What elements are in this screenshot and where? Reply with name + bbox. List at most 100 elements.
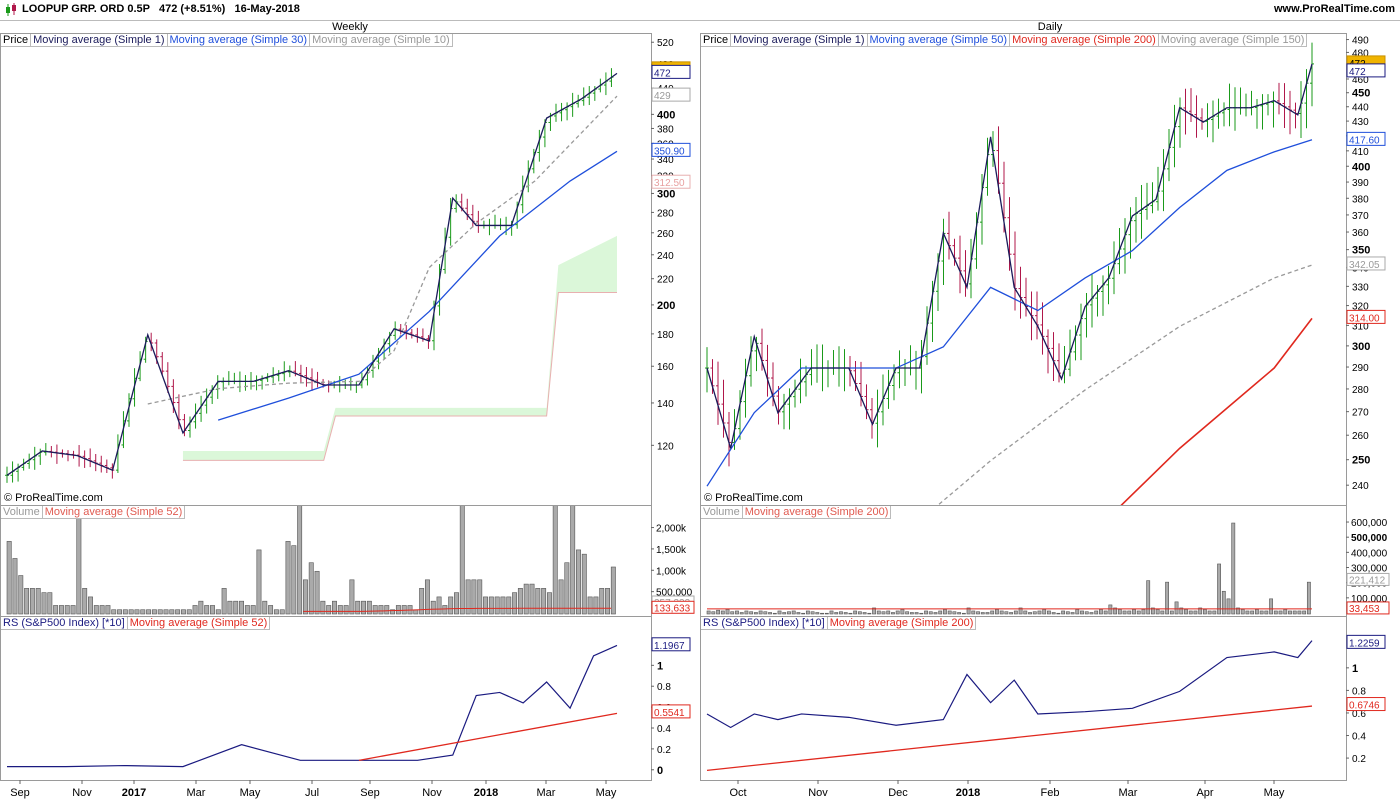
legend-rs-ma[interactable]: Moving average (Simple 200) xyxy=(827,617,977,630)
rs-ma-line xyxy=(358,712,618,761)
legend-rs[interactable]: RS (S&P500 Index) [*10] xyxy=(1,617,128,630)
rs-tick-label: 1 xyxy=(657,660,663,672)
volume-tick-label: 1,000k xyxy=(656,566,687,577)
legend-ma150[interactable]: Moving average (Simple 150) xyxy=(1158,34,1308,47)
rs-badge xyxy=(651,637,691,652)
volume-bar xyxy=(343,605,349,615)
price-tick-label: 280 xyxy=(657,208,674,219)
volume-bar xyxy=(848,612,853,615)
volume-bar xyxy=(1202,609,1207,615)
volume-bar xyxy=(1306,581,1311,615)
daily-price-chart[interactable]: Price Moving average (Simple 1) Moving a… xyxy=(700,33,1347,507)
volume-bar xyxy=(483,596,488,615)
volume-bar xyxy=(430,600,436,615)
volume-bar xyxy=(192,605,198,615)
volume-bar xyxy=(169,609,175,615)
legend-volume[interactable]: Volume xyxy=(701,506,743,519)
legend-ma30[interactable]: Moving average (Simple 30) xyxy=(167,34,311,47)
volume-bar xyxy=(477,579,483,615)
site-url[interactable]: www.ProRealTime.com xyxy=(1273,3,1395,15)
rs-badge xyxy=(1346,634,1386,649)
legend-price[interactable]: Price xyxy=(701,34,732,47)
price-badge xyxy=(1346,131,1386,146)
panel-title-weekly: Weekly xyxy=(332,21,368,33)
x-tick-label: Apr xyxy=(1196,787,1213,799)
volume-bar xyxy=(886,610,891,615)
volume-bar xyxy=(1193,610,1198,615)
volume-bar xyxy=(41,592,47,615)
volume-bar xyxy=(905,611,910,615)
volume-bar xyxy=(459,506,465,615)
x-tick-label: Mar xyxy=(537,787,556,799)
price-tick-label: 180 xyxy=(657,330,674,341)
volume-bar xyxy=(1212,610,1217,615)
volume-bar xyxy=(829,610,834,615)
weekly-price-chart[interactable]: Price Moving average (Simple 1) Moving a… xyxy=(0,33,652,507)
volume-bar xyxy=(1127,610,1132,615)
x-tick-label: 2018 xyxy=(474,787,498,799)
x-tick-label: Nov xyxy=(422,787,442,799)
legend-price[interactable]: Price xyxy=(1,34,32,47)
volume-bar xyxy=(881,611,886,615)
legend-ma1[interactable]: Moving average (Simple 1) xyxy=(31,34,168,47)
daily-price-axis: 4904804604504404304204104003903803703603… xyxy=(1346,36,1386,492)
volume-bar xyxy=(471,579,477,615)
volume-bar xyxy=(88,596,93,615)
rs-tick-label: 0.4 xyxy=(1352,732,1366,743)
price-badge-label: 472 xyxy=(654,68,671,79)
legend-rs[interactable]: RS (S&P500 Index) [*10] xyxy=(701,617,828,630)
rs-tick-label: 0.2 xyxy=(1352,754,1366,765)
weekly-rs-chart[interactable]: RS (S&P500 Index) [*10] Moving average (… xyxy=(0,616,652,781)
rs-tick-label: 1 xyxy=(1352,663,1358,675)
volume-bar xyxy=(117,609,122,615)
volume-tick-label: 500,000 xyxy=(656,588,693,599)
legend-ma50[interactable]: Moving average (Simple 50) xyxy=(867,34,1011,47)
volume-bar xyxy=(535,588,541,615)
volume-badge xyxy=(1346,601,1390,615)
volume-bar xyxy=(227,600,233,615)
price-badge-label: 429 xyxy=(654,91,671,102)
rs-badge-label: 1.2259 xyxy=(1349,638,1380,649)
volume-badge-label: 33,453 xyxy=(1349,604,1380,615)
legend-vol-ma[interactable]: Moving average (Simple 200) xyxy=(742,506,892,519)
daily-rs-chart[interactable]: RS (S&P500 Index) [*10] Moving average (… xyxy=(700,616,1347,781)
weekly-volume-chart[interactable]: Volume Moving average (Simple 52) xyxy=(0,505,652,617)
legend-vol-ma[interactable]: Moving average (Simple 52) xyxy=(42,506,186,519)
daily-x-axis: Oct Nov Dec 2018 Feb Mar Apr May xyxy=(729,780,1285,799)
legend-ma200[interactable]: Moving average (Simple 200) xyxy=(1010,34,1159,47)
volume-bar xyxy=(857,611,862,615)
volume-bar xyxy=(424,579,430,615)
daily-volume-chart[interactable]: Volume Moving average (Simple 200) xyxy=(700,505,1347,617)
legend-rs-ma[interactable]: Moving average (Simple 52) xyxy=(127,617,271,630)
price-tick-label: 450 xyxy=(1352,88,1370,100)
legend-volume[interactable]: Volume xyxy=(1,506,43,519)
volume-bar xyxy=(587,596,593,615)
volume-bar xyxy=(1099,609,1103,615)
copyright: © ProRealTime.com xyxy=(704,492,803,504)
volume-bar xyxy=(1217,563,1221,615)
volume-bar xyxy=(933,612,938,615)
legend-ma10[interactable]: Moving average (Simple 10) xyxy=(310,34,453,47)
weekly-volume-legend: Volume Moving average (Simple 52) xyxy=(1,506,186,519)
volume-badge xyxy=(1346,572,1390,586)
volume-bar xyxy=(810,611,815,615)
volume-bar xyxy=(134,609,140,615)
volume-bar xyxy=(1174,601,1179,615)
volume-bar xyxy=(1065,611,1070,615)
rs-tick-label: 0.6 xyxy=(1352,709,1366,720)
volume-bar xyxy=(494,596,500,615)
volume-bar xyxy=(891,612,895,615)
volume-bar xyxy=(47,592,53,615)
price-badge-label: 350.90 xyxy=(654,146,685,157)
legend-ma1[interactable]: Moving average (Simple 1) xyxy=(731,34,868,47)
volume-bar xyxy=(378,605,384,615)
volume-bar xyxy=(419,588,425,615)
volume-bar xyxy=(610,566,616,615)
volume-bar xyxy=(244,605,250,615)
volume-bar xyxy=(1226,598,1231,615)
price-badge xyxy=(651,142,691,157)
title-bar: LOOPUP GRP. ORD 0.5P 472 (+8.51%) 16-May… xyxy=(0,0,1400,21)
volume-bar xyxy=(436,596,442,615)
rs-ma-line xyxy=(706,705,1313,772)
volume-bar xyxy=(140,609,146,615)
